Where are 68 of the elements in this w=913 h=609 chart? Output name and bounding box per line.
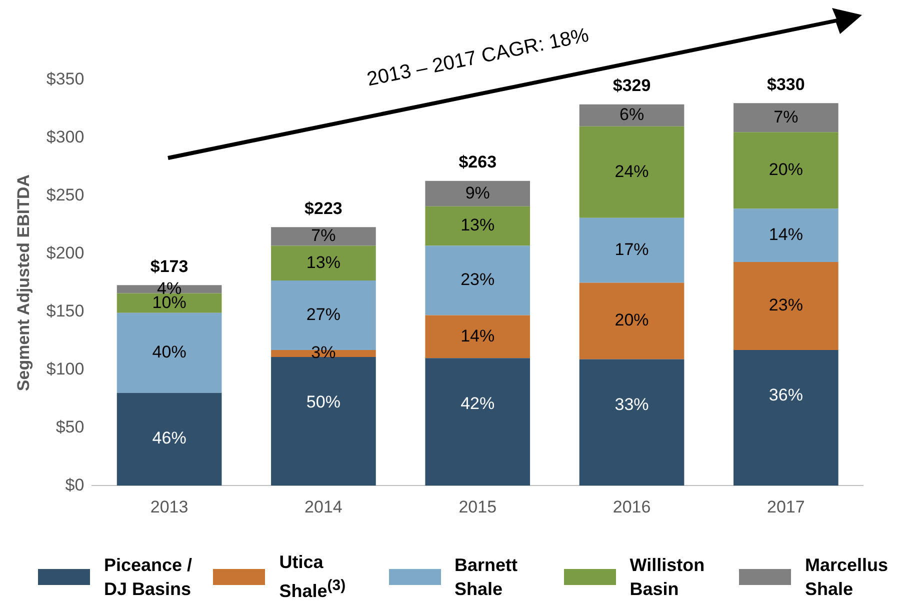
x-tick-label: 2016 [612,497,651,516]
annotation: 23% [460,270,495,290]
x-tick-label: 2013 [150,497,188,516]
bar [116,293,222,313]
bar [579,218,684,283]
total-label: $223 [304,198,342,218]
legend-label: Marcellus Shale [805,554,890,600]
annotation: 50% [306,392,340,412]
annotation: 40% [152,342,186,362]
annotation: 10% [152,292,186,312]
bar [579,359,684,486]
bar [579,282,684,360]
annotation: 46% [152,428,186,448]
annotation: 14% [460,326,495,346]
total-label: $263 [458,152,497,172]
annotation: 20% [614,310,649,330]
annotation: 23% [768,296,803,315]
bar [425,246,530,316]
bar [116,392,222,486]
total-label: $330 [767,74,805,94]
bar [579,126,684,218]
annotation: 42% [460,394,495,413]
x-tick-label: 2015 [458,497,497,516]
annotation: 2013 – 2017 CAGR: 18% [365,24,591,91]
legend-label: Barnett Shale [454,554,519,600]
annotation: 9% [465,183,490,202]
y-axis-title: Segment Adjusted EBITDA [14,174,33,392]
y-tick-label: $250 [46,186,84,205]
bar [425,180,530,206]
annotation: 13% [460,216,495,235]
y-tick-label: $100 [46,359,84,378]
x-tick-label: 2017 [767,497,805,516]
y-tick-label: $150 [46,301,84,320]
annotation: 6% [619,105,644,124]
bar [271,227,376,246]
legend-label: Piceance / DJ Basins [104,554,194,600]
bar [734,208,838,262]
annotation: 13% [306,252,340,272]
annotation: 27% [306,304,340,324]
bar [734,132,838,209]
annotation: 33% [614,394,649,414]
annotation: 24% [614,162,649,181]
x-tick-label: 2014 [304,497,342,516]
bar [734,103,838,132]
legend-label: Utica Shale$^{(3)}$ [279,551,347,603]
y-tick-label: $0 [65,475,84,494]
y-tick-label: $200 [46,244,84,263]
annotation: 14% [768,224,803,244]
total-label: $173 [150,256,188,276]
bar [116,312,222,393]
annotation: 7% [774,107,798,126]
legend-label: Williston Basin [630,554,706,600]
bar [734,262,838,350]
bar [425,206,530,246]
bar [734,350,838,486]
annotation: 17% [614,240,649,260]
y-tick-label: $50 [56,417,84,436]
annotation: 7% [311,226,336,246]
bar [425,358,530,486]
annotation: 36% [768,386,803,405]
bar [579,104,684,126]
total-label: $329 [612,76,651,96]
annotation: 20% [768,160,803,180]
bar [425,315,530,358]
bar [271,356,376,486]
y-tick-label: $350 [46,70,84,89]
y-tick-label: $300 [46,128,84,147]
bar [271,246,376,280]
